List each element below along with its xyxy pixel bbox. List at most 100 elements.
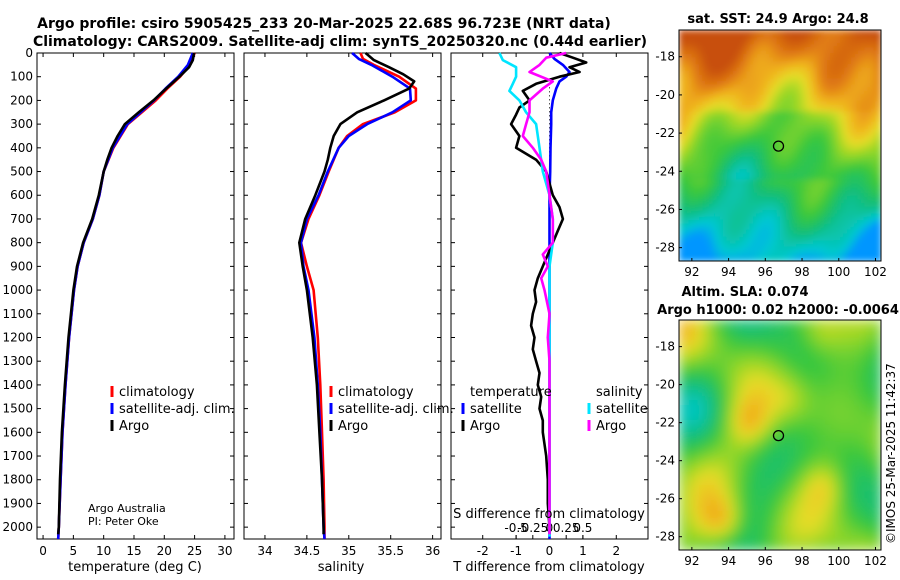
heatmap-cell	[695, 80, 700, 85]
heatmap-cell	[722, 30, 727, 34]
heatmap-cell	[753, 159, 758, 164]
heatmap-cell	[810, 108, 815, 113]
heatmap-cell	[746, 94, 751, 99]
heatmap-cell	[795, 345, 801, 351]
heatmap-cell	[817, 111, 821, 116]
heatmap-cell	[803, 125, 808, 130]
heatmap-cell	[689, 50, 694, 55]
heatmap-cell	[780, 60, 784, 65]
heatmap-cell	[776, 227, 781, 232]
heatmap-cell	[769, 118, 774, 123]
heatmap-cell	[716, 53, 720, 58]
heatmap-cell	[704, 325, 710, 331]
heatmap-cell	[742, 257, 747, 261]
heatmap-cell	[694, 340, 700, 346]
heatmap-cell	[854, 138, 859, 143]
heatmap-cell	[719, 131, 724, 136]
heatmap-cell	[817, 43, 821, 48]
heatmap-cell	[870, 390, 877, 396]
heatmap-cell	[742, 193, 747, 198]
heatmap-cell	[860, 53, 865, 58]
heatmap-cell	[830, 172, 835, 177]
heatmap-cell	[843, 138, 848, 143]
heatmap-cell	[776, 165, 781, 170]
heatmap-cell	[820, 30, 825, 34]
heatmap-cell	[840, 57, 845, 62]
x-tick-label: 5	[70, 544, 78, 558]
heatmap-cell	[870, 97, 875, 102]
heatmap-cell	[790, 36, 795, 41]
heatmap-cell	[709, 176, 714, 181]
heatmap-cell	[810, 199, 815, 204]
x-tick-label: 15	[126, 544, 141, 558]
heatmap-cell	[847, 53, 852, 58]
heatmap-cell	[796, 145, 801, 150]
heatmap-cell	[857, 179, 862, 184]
heatmap-cell	[764, 345, 771, 351]
heatmap-cell	[790, 50, 795, 55]
heatmap-cell	[689, 370, 695, 376]
heatmap-cell	[840, 355, 847, 361]
heatmap-cell	[749, 57, 754, 62]
heatmap-cell	[692, 213, 697, 218]
heatmap-cell	[749, 131, 754, 136]
heatmap-cell	[850, 196, 855, 201]
heatmap-cell	[742, 74, 747, 79]
heatmap-cell	[780, 125, 784, 130]
heatmap-cell	[754, 365, 761, 371]
heatmap-cell	[850, 199, 855, 204]
heatmap-cell	[753, 87, 758, 92]
heatmap-cell	[864, 244, 869, 249]
heatmap-cell	[854, 206, 859, 211]
heatmap-cell	[837, 216, 842, 221]
heatmap-cell	[860, 365, 867, 371]
heatmap-cell	[739, 50, 744, 55]
heatmap-cell	[719, 63, 724, 68]
heatmap-cell	[776, 80, 781, 85]
heatmap-cell	[786, 91, 791, 96]
heatmap-cell	[695, 199, 700, 204]
heatmap-cell	[793, 135, 798, 140]
heatmap-cell	[870, 340, 877, 346]
heatmap-cell	[746, 74, 751, 79]
y-tick-label: 400	[10, 141, 33, 155]
heatmap-cell	[682, 169, 687, 174]
heatmap-cell	[739, 385, 746, 391]
heatmap-cell	[749, 91, 754, 96]
heatmap-cell	[854, 233, 859, 238]
heatmap-cell	[793, 165, 798, 170]
heatmap-cell	[867, 60, 872, 65]
heatmap-cell	[709, 131, 714, 136]
heatmap-cell	[803, 169, 808, 174]
heatmap-cell	[827, 250, 832, 255]
heatmap-cell	[692, 111, 697, 116]
heatmap-cell	[877, 162, 881, 167]
heatmap-cell	[736, 189, 741, 194]
heatmap-cell	[833, 240, 838, 245]
heatmap-cell	[820, 63, 825, 68]
heatmap-cell	[840, 206, 845, 211]
heatmap-cell	[875, 320, 881, 326]
heatmap-cell	[699, 320, 705, 326]
heatmap-cell	[729, 220, 734, 225]
heatmap-cell	[746, 63, 751, 68]
heatmap-cell	[780, 182, 784, 187]
heatmap-cell	[753, 257, 758, 261]
heatmap-cell	[702, 91, 707, 96]
heatmap-cell	[857, 80, 862, 85]
heatmap-cell	[854, 108, 859, 113]
heatmap-cell	[712, 165, 717, 170]
heatmap-cell	[746, 155, 751, 160]
heatmap-cell	[712, 121, 717, 126]
heatmap-cell	[692, 70, 697, 75]
heatmap-cell	[726, 138, 731, 143]
heatmap-cell	[763, 33, 768, 38]
heatmap-cell	[712, 60, 717, 65]
heatmap-cell	[817, 206, 821, 211]
heatmap-cell	[843, 36, 848, 41]
heatmap-cell	[732, 155, 737, 160]
heatmap-cell	[806, 131, 811, 136]
heatmap-cell	[692, 159, 697, 164]
heatmap-cell	[786, 223, 791, 228]
heatmap-cell	[810, 91, 815, 96]
